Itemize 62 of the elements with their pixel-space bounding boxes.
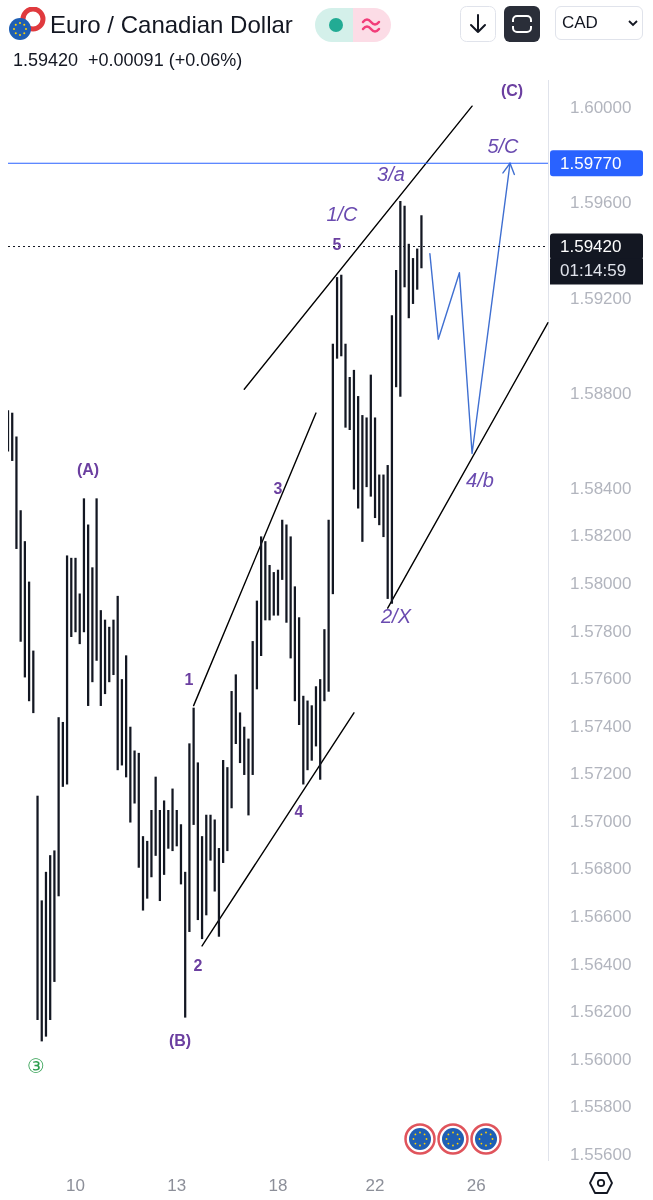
bar bbox=[15, 436, 18, 549]
bar bbox=[171, 788, 174, 852]
chart-title: Euro / Canadian Dollar bbox=[50, 10, 293, 40]
annotation: 5/C bbox=[487, 134, 520, 157]
bar bbox=[74, 557, 77, 633]
y-tick-label: 1.57200 bbox=[570, 764, 632, 784]
y-tick-label: 1.57400 bbox=[570, 716, 632, 736]
bar bbox=[382, 474, 385, 538]
y-tick-label: 1.59600 bbox=[570, 193, 632, 213]
y-tick-label: 1.58200 bbox=[570, 526, 632, 546]
annotation: 3 bbox=[273, 480, 283, 498]
bar bbox=[272, 572, 275, 616]
ref-line-label: 1.59420 bbox=[560, 237, 622, 257]
y-tick-label: 1.57800 bbox=[570, 621, 632, 641]
bar bbox=[268, 564, 271, 621]
annotation: 5 bbox=[332, 236, 342, 254]
x-tick-label: 18 bbox=[268, 1175, 288, 1195]
y-tick-label: 1.56200 bbox=[570, 1002, 632, 1022]
bar bbox=[247, 738, 250, 816]
text: CAD bbox=[562, 13, 598, 33]
bar bbox=[150, 809, 153, 878]
annotation: 3/a bbox=[377, 162, 405, 185]
annotation: 1/C bbox=[326, 202, 359, 225]
y-tick-label: 1.56000 bbox=[570, 1049, 632, 1069]
chart-subtitle: 1.59420 +0.00091 (+0.06%) bbox=[13, 49, 243, 72]
bar bbox=[213, 819, 216, 892]
y-tick-label: 1.59200 bbox=[570, 288, 632, 308]
bar bbox=[361, 415, 364, 542]
x-tick-label: 10 bbox=[66, 1175, 85, 1195]
y-tick-label: 1.58400 bbox=[570, 478, 632, 498]
y-tick-label: 1.55600 bbox=[570, 1144, 632, 1164]
y-tick-label: 1.57000 bbox=[570, 811, 632, 831]
bar bbox=[285, 524, 288, 623]
y-tick-label: 1.58000 bbox=[570, 574, 632, 593]
bar bbox=[344, 343, 347, 428]
annotation: 1 bbox=[184, 671, 194, 689]
bar bbox=[112, 619, 115, 676]
annotation: 4/b bbox=[466, 468, 494, 491]
annotation: 2/X bbox=[379, 604, 412, 627]
y-tick-label: 1.57600 bbox=[570, 669, 632, 689]
y-tick-label: 1.56600 bbox=[570, 907, 632, 927]
annotation: (A) bbox=[76, 461, 100, 479]
x-tick-label: 13 bbox=[167, 1175, 187, 1195]
bar bbox=[306, 700, 309, 771]
bar bbox=[209, 814, 212, 861]
y-tick-label: 1.56400 bbox=[570, 954, 632, 974]
annotation: 4 bbox=[294, 803, 304, 821]
x-tick-label: 22 bbox=[365, 1175, 385, 1195]
bar bbox=[310, 705, 313, 761]
annotation: ③ bbox=[27, 1054, 45, 1077]
y-tick-label: 1.58800 bbox=[570, 383, 632, 403]
y-tick-label: 1.60000 bbox=[570, 98, 632, 118]
bar bbox=[133, 750, 136, 804]
text: 01:14:59 bbox=[560, 261, 627, 281]
y-tick-label: 1.56800 bbox=[570, 859, 632, 879]
ref-line-label: 1.59770 bbox=[560, 153, 622, 173]
bar bbox=[36, 795, 39, 1020]
y-tick-label: 1.55800 bbox=[570, 1097, 632, 1117]
annotation: 2 bbox=[193, 957, 203, 975]
x-tick-label: 26 bbox=[466, 1175, 486, 1195]
annotation: (B) bbox=[168, 1032, 192, 1050]
annotation: (C) bbox=[500, 82, 524, 100]
